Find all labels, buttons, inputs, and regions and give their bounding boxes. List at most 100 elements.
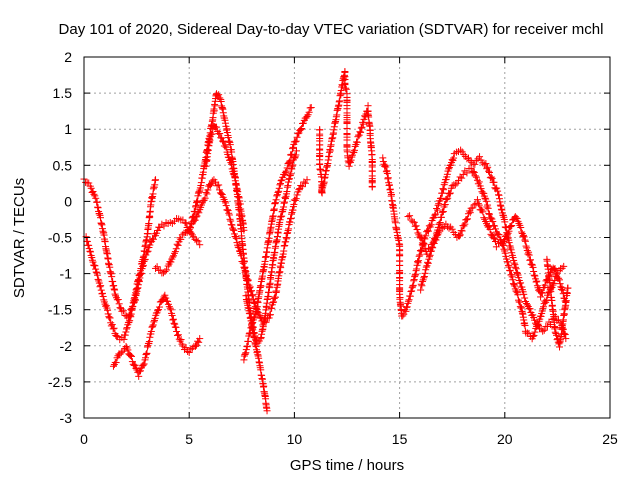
data-point [120, 335, 128, 343]
data-point [423, 228, 431, 236]
x-tick-label: 15 [392, 431, 408, 447]
data-point [347, 156, 355, 164]
data-point [290, 196, 298, 204]
data-point [177, 235, 185, 243]
data-point [379, 154, 387, 162]
data-point [123, 324, 131, 332]
data-point [99, 289, 107, 297]
data-point [272, 196, 280, 204]
data-point [486, 174, 494, 182]
data-point [295, 186, 303, 194]
data-point [416, 247, 424, 255]
data-point [149, 321, 157, 329]
data-point [482, 160, 490, 168]
data-point [291, 197, 299, 205]
data-point [269, 299, 277, 307]
data-point [89, 258, 97, 266]
data-point [169, 315, 177, 323]
data-point [250, 314, 258, 322]
data-point [406, 212, 414, 220]
data-point [186, 223, 194, 231]
y-tick-label: -1.5 [48, 302, 72, 318]
data-point [216, 189, 224, 197]
data-point [195, 338, 203, 346]
data-point [127, 352, 135, 360]
data-point [180, 229, 188, 237]
data-point [126, 317, 134, 325]
data-point [240, 226, 248, 234]
data-point [161, 267, 169, 275]
data-point [171, 248, 179, 256]
data-point [266, 311, 274, 319]
data-point [509, 254, 517, 262]
data-point [227, 160, 235, 168]
data-point [270, 298, 278, 306]
data-point [194, 237, 202, 245]
data-point [276, 181, 284, 189]
data-point [187, 219, 195, 227]
data-point [381, 162, 389, 170]
data-point [248, 323, 256, 331]
data-point [193, 198, 201, 206]
data-point [149, 235, 157, 243]
data-point [216, 130, 224, 138]
x-tick-label: 10 [287, 431, 303, 447]
data-point [149, 322, 157, 330]
data-point [294, 130, 302, 138]
data-point [429, 214, 437, 222]
data-point [219, 138, 227, 146]
data-point [228, 221, 236, 229]
data-point [137, 367, 145, 375]
data-point [206, 181, 214, 189]
data-point [303, 112, 311, 120]
data-point [291, 138, 299, 146]
x-tick-label: 5 [185, 431, 193, 447]
data-point [485, 169, 493, 177]
data-point [357, 124, 365, 132]
data-point [494, 187, 502, 195]
y-tick-label: 1.5 [53, 85, 73, 101]
data-point [227, 159, 235, 167]
data-point [445, 224, 453, 232]
data-point [431, 211, 439, 219]
data-point [473, 196, 481, 204]
data-point [229, 226, 237, 234]
data-point [235, 244, 243, 252]
data-point [102, 302, 110, 310]
data-point [521, 236, 529, 244]
data-point [121, 331, 129, 339]
data-point [293, 191, 301, 199]
data-point [222, 143, 230, 151]
data-point [441, 179, 449, 187]
data-point [275, 184, 283, 192]
data-point [493, 184, 501, 192]
data-point [512, 265, 520, 273]
data-point [86, 247, 94, 255]
data-point [140, 360, 148, 368]
y-axis-label: SDTVAR / TECUs [11, 178, 28, 298]
data-point [85, 241, 93, 249]
data-point [87, 184, 95, 192]
data-point [221, 142, 229, 150]
data-point [424, 258, 432, 266]
data-point [192, 342, 200, 350]
data-point [97, 286, 105, 294]
data-point [104, 306, 112, 314]
data-point [289, 145, 297, 153]
data-point [540, 326, 548, 334]
data-point [298, 125, 306, 133]
data-point [277, 177, 285, 185]
data-point [421, 235, 429, 243]
data-point [201, 194, 209, 202]
data-point [356, 128, 364, 136]
data-point [265, 288, 273, 296]
y-tick-label: -0.5 [48, 230, 72, 246]
x-axis-label: GPS time / hours [290, 457, 404, 474]
data-point [368, 183, 376, 191]
data-point [408, 287, 416, 295]
data-point [271, 293, 279, 301]
data-point [227, 217, 235, 225]
data-point [422, 232, 430, 240]
data-point [91, 262, 99, 270]
data-point [122, 328, 130, 336]
